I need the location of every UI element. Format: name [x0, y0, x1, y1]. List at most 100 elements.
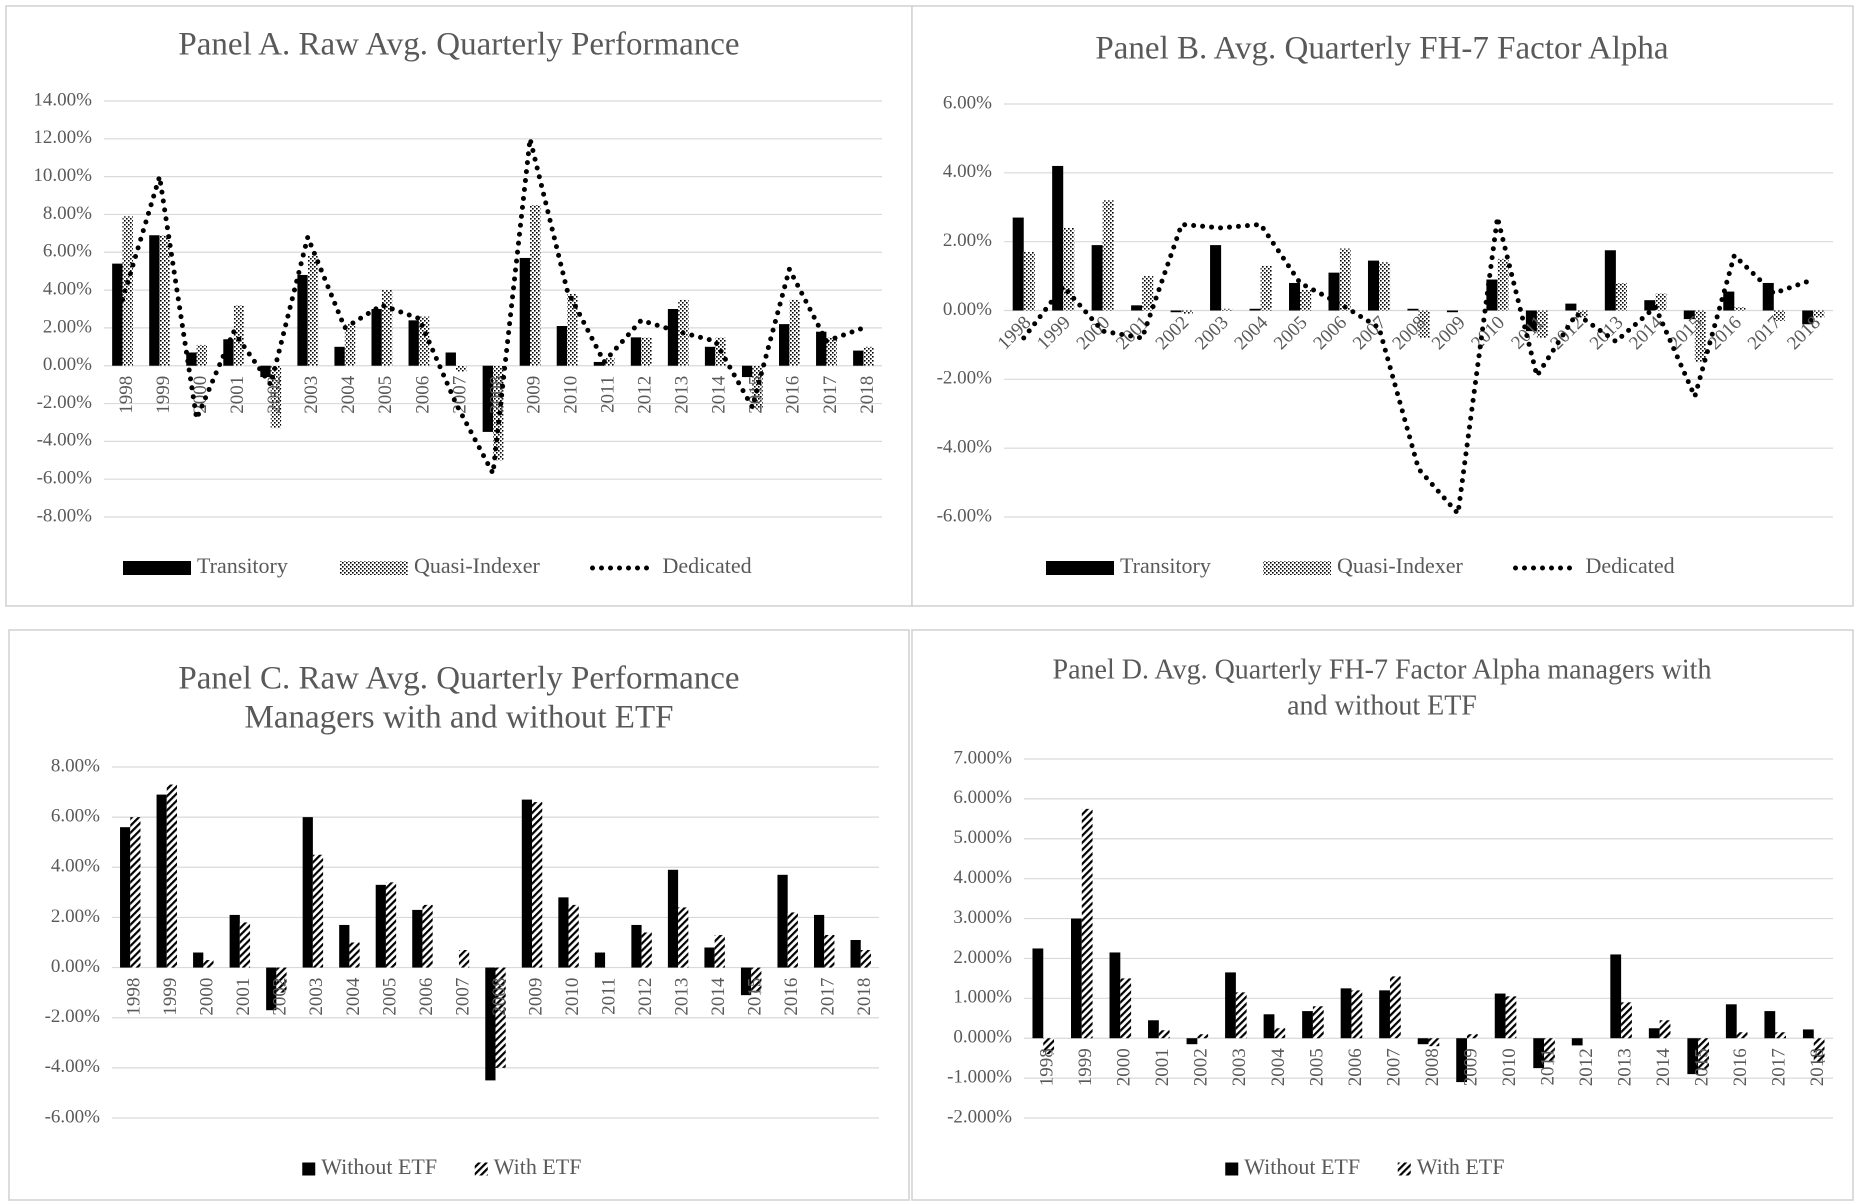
y-tick-label: 2.00%: [943, 230, 992, 251]
x-tick-label: 1998: [1037, 1048, 1058, 1086]
y-tick-label: -2.000%: [947, 1106, 1012, 1127]
x-tick-label: 2016: [1730, 1048, 1751, 1086]
x-tick-label: 2005: [379, 978, 400, 1016]
bar: [193, 952, 204, 968]
bar: [1725, 1004, 1737, 1039]
x-tick-label: 2018: [857, 376, 878, 414]
x-tick-label: 2006: [1345, 1048, 1366, 1086]
bar: [1186, 1038, 1198, 1045]
bar: [1091, 245, 1103, 311]
bar: [270, 365, 282, 429]
bar: [813, 914, 825, 968]
y-tick-label: 6.000%: [953, 787, 1012, 808]
bar: [1225, 972, 1236, 1039]
legend-swatch: [1046, 561, 1114, 575]
bar: [1043, 1038, 1055, 1055]
x-tick-label: 2003: [1229, 1048, 1250, 1086]
y-tick-label: 0.000%: [953, 1027, 1012, 1048]
bar: [445, 352, 456, 366]
bar: [1148, 1020, 1159, 1039]
bar: [1565, 303, 1577, 311]
y-tick-label: -6.00%: [37, 468, 93, 489]
bar: [1063, 227, 1075, 311]
bar: [752, 365, 763, 410]
x-tick-label: 2015: [1692, 1048, 1713, 1086]
y-tick-label: 4.000%: [953, 867, 1012, 888]
bar: [1197, 1034, 1209, 1039]
y-tick-label: 2.00%: [43, 316, 92, 337]
legend-swatch: [474, 1162, 488, 1176]
bar: [1260, 265, 1272, 311]
bar: [1418, 310, 1430, 339]
bar: [196, 344, 207, 366]
x-tick-label: 2007: [449, 376, 470, 414]
x-tick-label: 2000: [197, 978, 218, 1016]
x-tick-label: 1998: [124, 978, 145, 1016]
bar: [1467, 1034, 1478, 1039]
bar: [1407, 308, 1419, 311]
bar: [1210, 245, 1222, 311]
x-tick-label: 2001: [1152, 1048, 1173, 1086]
bar: [149, 235, 160, 366]
x-tick-label: 1999: [160, 978, 181, 1016]
bar: [826, 337, 837, 366]
y-tick-label: 10.00%: [33, 165, 92, 186]
bar: [1687, 1038, 1699, 1075]
bar: [751, 967, 762, 993]
bar: [1525, 310, 1537, 332]
bar: [1012, 217, 1024, 311]
bar: [1621, 1002, 1632, 1039]
line-series: [120, 136, 866, 477]
x-tick-label: 2002: [270, 978, 291, 1016]
bar: [120, 827, 131, 968]
bar: [1274, 1028, 1286, 1039]
bar: [1802, 310, 1814, 325]
bar: [1289, 282, 1301, 311]
x-tick-label: 2016: [781, 978, 802, 1016]
bar: [714, 934, 725, 968]
bar: [1604, 250, 1616, 311]
bar: [130, 817, 141, 968]
y-tick-label: 3.000%: [953, 907, 1012, 928]
bar: [593, 361, 605, 366]
bar: [1486, 279, 1498, 311]
bar: [779, 324, 790, 366]
x-tick-label: 1999: [153, 376, 174, 414]
y-tick-label: 7.000%: [953, 747, 1012, 768]
y-tick-label: -1.000%: [947, 1066, 1012, 1087]
bar: [853, 350, 864, 366]
x-tick-label: 2011: [1537, 1048, 1558, 1085]
bar: [339, 924, 350, 968]
y-tick-label: -2.00%: [45, 1006, 101, 1027]
x-tick-label: 2006: [416, 978, 437, 1016]
bar: [485, 967, 496, 1081]
x-tick-label: 2017: [820, 376, 841, 414]
bar: [1694, 310, 1706, 363]
bar: [495, 967, 506, 1068]
x-tick-label: 2010: [560, 376, 581, 414]
x-tick-label: 2007: [452, 978, 473, 1016]
x-tick-label: 2012: [635, 978, 656, 1016]
y-tick-label: -4.00%: [45, 1056, 101, 1077]
bar: [678, 907, 689, 968]
bar: [1417, 1038, 1429, 1045]
legend-label: Dedicated: [663, 553, 752, 578]
bar: [860, 950, 871, 968]
y-tick-label: 4.00%: [51, 856, 100, 877]
x-tick-label: 2009: [1460, 1048, 1481, 1086]
bar: [1723, 291, 1735, 311]
bar: [641, 337, 652, 366]
y-tick-label: 0.00%: [943, 299, 992, 320]
x-tick-label: 2004: [338, 375, 359, 414]
line-series: [1021, 215, 1816, 517]
bar: [1328, 272, 1340, 311]
bar: [863, 346, 874, 366]
bar: [1576, 310, 1588, 318]
x-tick-label: 2015: [745, 978, 766, 1016]
y-tick-label: 8.00%: [51, 755, 100, 776]
bar: [1367, 260, 1380, 311]
bar: [1302, 1011, 1313, 1039]
bar: [349, 942, 360, 968]
bar: [1235, 992, 1247, 1039]
